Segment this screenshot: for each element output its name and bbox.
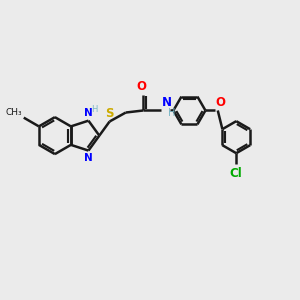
Text: CH₃: CH₃: [5, 108, 22, 117]
Text: S: S: [105, 107, 114, 120]
Text: N: N: [84, 108, 93, 118]
Text: Cl: Cl: [230, 167, 243, 180]
Text: N: N: [84, 153, 93, 163]
Text: H: H: [92, 105, 98, 114]
Text: H: H: [169, 108, 176, 118]
Text: N: N: [162, 96, 172, 109]
Text: O: O: [216, 96, 226, 109]
Text: O: O: [136, 80, 147, 93]
